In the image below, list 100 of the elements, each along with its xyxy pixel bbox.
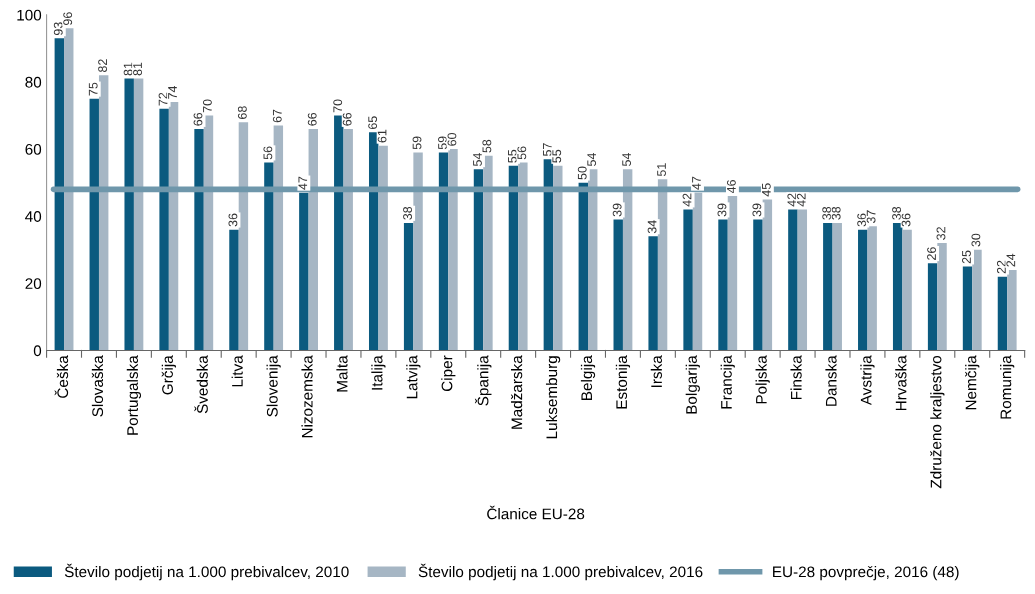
x-tick-label: Grčija (161, 355, 176, 395)
data-label: 45 (762, 183, 771, 197)
data-label: 38 (403, 206, 412, 220)
x-tick-label: Švedska (194, 355, 208, 414)
data-label: 70 (202, 99, 212, 113)
x-tick-label: Luksemburg (545, 356, 561, 439)
bar (937, 243, 947, 351)
data-label: 36 (228, 213, 238, 227)
data-label: 59 (438, 136, 447, 150)
legend-label: Število podjetij na 1.000 prebivalcev, 2016 (418, 563, 703, 581)
bar (622, 169, 633, 351)
x-tick-label: Slovaška (91, 355, 104, 417)
bar (727, 196, 738, 351)
bar (648, 236, 658, 351)
x-tick-label: Italija (371, 355, 386, 390)
bar (858, 229, 868, 351)
data-label: 68 (237, 106, 247, 119)
bar (823, 222, 833, 351)
x-tick-label: Združeno kraljestvo (930, 355, 945, 489)
bar (902, 229, 912, 351)
x-tick-label: Estonija (615, 355, 631, 409)
x-tick-label: Belgija (580, 355, 596, 400)
bar (308, 128, 318, 351)
bar (159, 108, 169, 351)
bar (588, 169, 598, 351)
bar (98, 75, 109, 351)
bar (797, 209, 808, 351)
data-label: 46 (726, 180, 736, 194)
data-label: 42 (682, 193, 692, 207)
data-label: 39 (752, 203, 762, 217)
x-tick-label: Španija (474, 355, 492, 406)
bar (578, 182, 589, 351)
x-tick-label: Madžarska (510, 355, 523, 429)
data-label: 96 (63, 12, 73, 25)
x-tick-label: Avstrija (860, 355, 875, 406)
data-label: 81 (123, 62, 133, 76)
bar (229, 229, 239, 351)
bar (788, 209, 798, 351)
data-label: 66 (193, 112, 203, 126)
x-tick-label: Ciper (441, 355, 456, 392)
bar (832, 222, 842, 351)
data-label: 26 (927, 247, 936, 260)
data-label: 56 (517, 146, 527, 160)
data-label: 32 (936, 227, 946, 240)
data-label: 36 (901, 213, 911, 227)
data-label: 58 (482, 139, 492, 153)
data-label: 24 (1006, 253, 1016, 267)
bar (264, 162, 274, 351)
bar (483, 155, 493, 351)
data-label: 82 (98, 59, 108, 73)
bar (168, 102, 179, 351)
bar (508, 165, 519, 351)
bar (299, 192, 309, 351)
bar (518, 162, 528, 351)
x-tick-label: Portugalska (126, 355, 142, 435)
bar (343, 128, 353, 351)
data-label: 67 (272, 109, 282, 123)
bar (448, 149, 458, 351)
bar (203, 115, 214, 351)
data-label: 25 (962, 250, 971, 264)
data-label: 74 (168, 85, 177, 99)
bar (133, 78, 144, 351)
x-tick-label: Nizozemska (301, 355, 313, 438)
bar (89, 98, 99, 351)
data-label: 50 (577, 166, 587, 180)
data-label: 47 (692, 176, 701, 190)
bar (1007, 269, 1017, 351)
data-label: 22 (996, 260, 1006, 274)
bar (997, 276, 1008, 351)
data-label: 66 (307, 112, 317, 126)
bar (473, 169, 484, 351)
data-label: 93 (53, 22, 63, 36)
y-tick-label: 0 (33, 345, 42, 357)
legend-label: Število podjetij na 1.000 prebivalcev, 2010 (64, 563, 349, 581)
y-tick-label: 100 (17, 9, 42, 21)
data-label: 56 (263, 146, 273, 160)
x-tick-label: Poljska (755, 355, 770, 404)
bar (194, 128, 204, 351)
x-tick-label: Francija (720, 355, 735, 409)
bar (553, 165, 563, 351)
data-label: 66 (342, 112, 352, 126)
data-label: 30 (971, 233, 981, 247)
legend-label: EU-28 povprečje, 2016 (48) (773, 565, 959, 581)
data-label: 70 (333, 99, 343, 113)
data-label: 59 (412, 136, 422, 150)
data-label: 60 (447, 132, 457, 146)
data-label: 54 (473, 153, 482, 167)
bar (962, 266, 973, 351)
data-label: 38 (831, 206, 841, 220)
x-tick-label: Latvija (406, 355, 421, 399)
data-label: 38 (822, 206, 832, 220)
bar (867, 226, 877, 351)
y-tick-label: 60 (25, 143, 42, 155)
x-tick-label: Irska (650, 355, 662, 388)
bar (334, 115, 344, 351)
y-tick-label: 80 (25, 76, 42, 88)
bar (718, 219, 728, 351)
bar (54, 38, 65, 351)
bar (378, 145, 388, 351)
bar (124, 78, 134, 351)
